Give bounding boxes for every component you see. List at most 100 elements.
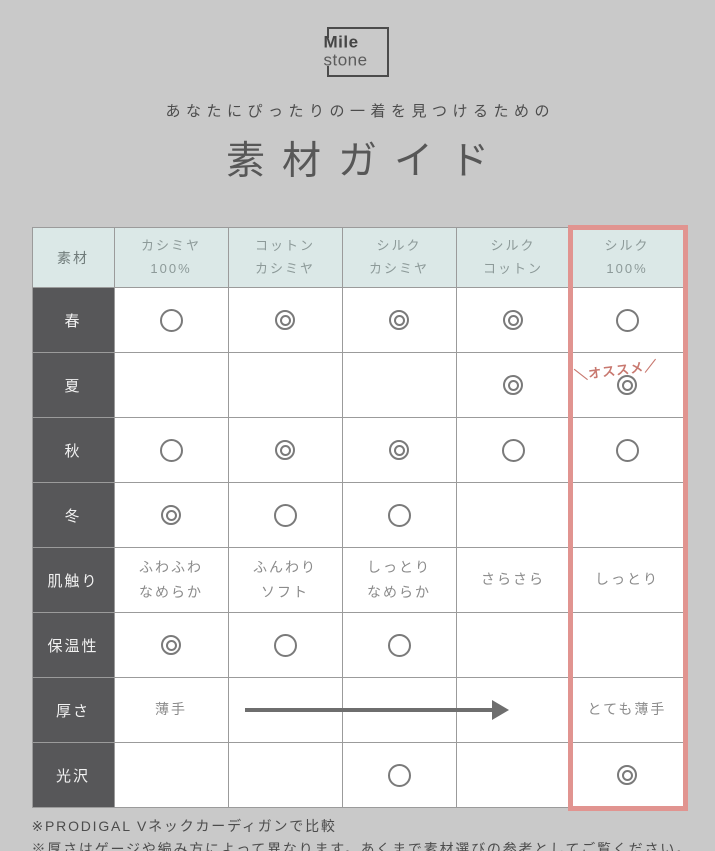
row-label-夏: 夏: [31, 352, 115, 418]
table-cell: [341, 417, 457, 483]
table-cell: ふんわり ソフト: [227, 547, 343, 613]
circle-mark-icon: [387, 503, 411, 527]
column-header-4: シルク 100%: [569, 227, 685, 288]
table-cell: [341, 612, 457, 678]
table-cell: [569, 417, 685, 483]
cell-text: さらさら: [481, 571, 545, 588]
cell-text: とても薄手: [587, 701, 667, 718]
circle-mark-icon: [615, 308, 639, 332]
table-cell: [113, 612, 229, 678]
row-label-肌触り: 肌触り: [31, 547, 115, 613]
footnote-comparison: ※PRODIGAL Vネックカーディガンで比較: [31, 818, 337, 834]
corner-header-cell: 素材: [31, 227, 115, 288]
table-cell: 薄手: [113, 677, 229, 743]
footnote-disclaimer: ※厚さはゲージや編み方によって異なります。あくまで素材選びの参考としてご覧くださ…: [31, 840, 692, 851]
double-circle-mark-icon: [503, 310, 523, 330]
cell-text: しっとり なめらか: [367, 558, 431, 600]
table-cell: [113, 287, 229, 353]
double-circle-mark-icon: [617, 375, 637, 395]
logo-text: Mile stone: [323, 32, 368, 71]
row-label-保温性: 保温性: [31, 612, 115, 678]
thickness-arrow-icon: [244, 708, 493, 712]
double-circle-mark-icon: [161, 505, 181, 525]
table-cell: [341, 352, 457, 418]
table-cell: [455, 482, 571, 548]
double-circle-mark-icon: [389, 440, 409, 460]
logo-word-mile: Mile: [323, 32, 359, 52]
table-cell: ふわふわ なめらか: [113, 547, 229, 613]
cell-text: ふわふわ なめらか: [139, 558, 203, 600]
column-header-0: カシミヤ 100%: [113, 227, 229, 288]
logo-word-stone: stone: [323, 51, 368, 70]
table-cell: [569, 612, 685, 678]
cell-text: しっとり: [595, 571, 659, 588]
table-cell: とても薄手: [569, 677, 685, 743]
header-row: 素材 カシミヤ 100% コットン カシミヤ シルク カシミヤ シルク コットン シルク …: [31, 227, 685, 288]
material-table-wrap: 素材 カシミヤ 100% コットン カシミヤ シルク カシミヤ シルク コットン シルク …: [31, 225, 688, 811]
row-label-冬: 冬: [31, 482, 115, 548]
table-cell: [455, 742, 571, 808]
table-cell: [569, 482, 685, 548]
recommended-annotation: ＼オススメ／: [573, 357, 659, 384]
table-cell: [227, 612, 343, 678]
page-title: 素材ガイド: [225, 140, 506, 183]
row-label-春: 春: [31, 287, 115, 353]
table-row-肌触り: 肌触り ふわふわ なめらか ふんわり ソフト しっとり なめらか さらさら しっとり: [31, 547, 685, 613]
cell-text: 薄手: [155, 701, 187, 718]
table-cell: [455, 417, 571, 483]
table-cell: [341, 742, 457, 808]
double-circle-mark-icon: [389, 310, 409, 330]
circle-mark-icon: [159, 438, 183, 462]
circle-mark-icon: [273, 503, 297, 527]
table-header: 素材 カシミヤ 100% コットン カシミヤ シルク カシミヤ シルク コットン シルク …: [31, 227, 685, 288]
table-cell: [569, 742, 685, 808]
circle-mark-icon: [501, 438, 525, 462]
table-row-春: 春: [31, 287, 685, 353]
row-label-厚さ: 厚さ: [31, 677, 115, 743]
double-circle-mark-icon: [161, 635, 181, 655]
table-cell: [455, 612, 571, 678]
table-cell: [227, 742, 343, 808]
column-header-1: コットン カシミヤ: [227, 227, 343, 288]
double-circle-mark-icon: [617, 765, 637, 785]
table-row-秋: 秋: [31, 417, 685, 483]
table-cell: しっとり: [569, 547, 685, 613]
circle-mark-icon: [387, 763, 411, 787]
circle-mark-icon: [159, 308, 183, 332]
table-cell: [113, 742, 229, 808]
material-comparison-table: 素材 カシミヤ 100% コットン カシミヤ シルク カシミヤ シルク コットン シルク …: [31, 227, 685, 808]
double-circle-mark-icon: [503, 375, 523, 395]
row-label-秋: 秋: [31, 417, 115, 483]
table-row-冬: 冬: [31, 482, 685, 548]
table-cell: [455, 352, 571, 418]
table-cell: [569, 287, 685, 353]
circle-mark-icon: [615, 438, 639, 462]
table-cell: しっとり なめらか: [341, 547, 457, 613]
table-row-保温性: 保温性: [31, 612, 685, 678]
table-cell: [227, 287, 343, 353]
footnotes: ※PRODIGAL Vネックカーディガンで比較 ※厚さはゲージや編み方によって異…: [31, 815, 692, 851]
circle-mark-icon: [273, 633, 297, 657]
double-circle-mark-icon: [275, 440, 295, 460]
table-cell: [227, 352, 343, 418]
page-subtitle: あなたにぴったりの一着を見つけるための: [165, 103, 555, 120]
table-cell: [113, 352, 229, 418]
column-header-2: シルク カシミヤ: [341, 227, 457, 288]
row-label-光沢: 光沢: [31, 742, 115, 808]
table-cell: [455, 287, 571, 353]
logo-frame: Mile stone: [323, 27, 389, 77]
table-cell: [113, 417, 229, 483]
table-cell: [227, 417, 343, 483]
table-cell: ＼オススメ／: [569, 352, 685, 418]
double-circle-mark-icon: [275, 310, 295, 330]
table-cell: [227, 482, 343, 548]
table-cell: [341, 287, 457, 353]
cell-text: ふんわり ソフト: [253, 558, 317, 600]
table-cell: さらさら: [455, 547, 571, 613]
brand-logo: Mile stone: [0, 0, 715, 77]
table-cell: [113, 482, 229, 548]
table-row-光沢: 光沢: [31, 742, 685, 808]
table-cell: [341, 482, 457, 548]
circle-mark-icon: [387, 633, 411, 657]
